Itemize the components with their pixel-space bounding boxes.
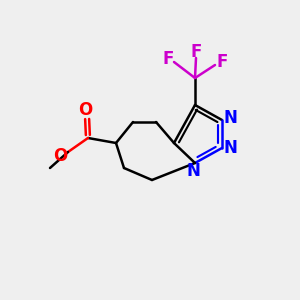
Text: N: N xyxy=(186,162,200,180)
Text: N: N xyxy=(223,139,237,157)
Text: O: O xyxy=(53,147,67,165)
Text: O: O xyxy=(78,101,92,119)
Text: F: F xyxy=(216,53,228,71)
Text: F: F xyxy=(190,43,202,61)
Text: N: N xyxy=(223,109,237,127)
Text: F: F xyxy=(162,50,174,68)
